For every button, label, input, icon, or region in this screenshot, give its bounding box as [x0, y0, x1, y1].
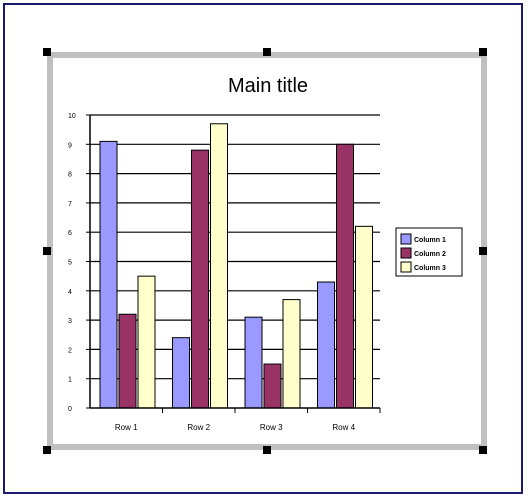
bar-row-1-column-3	[137, 275, 156, 409]
legend-label: Column 3	[414, 265, 446, 272]
y-tick-label: 2	[68, 347, 72, 354]
category-label: Row 1	[115, 423, 138, 432]
bar-row-3-column-3	[282, 299, 301, 409]
bar-row-4-column-2	[336, 143, 354, 409]
resize-handle-top-center[interactable]	[263, 48, 271, 56]
chart-title[interactable]: Main title	[228, 75, 308, 97]
resize-handle-top-right[interactable]	[479, 48, 487, 56]
y-tick-label: 0	[68, 406, 72, 413]
category-label: Row 3	[260, 423, 283, 432]
chart-bars	[99, 123, 373, 409]
y-tick-label: 5	[68, 260, 72, 267]
bar-row-4-column-3	[355, 225, 373, 409]
y-tick-label: 7	[68, 201, 72, 208]
y-tick-label: 4	[68, 289, 72, 296]
resize-handle-top-left[interactable]	[43, 48, 51, 56]
legend-swatch	[400, 247, 412, 259]
y-tick-label: 8	[68, 172, 72, 179]
chart-y-tick-labels: 0 1 2 3 4 5 6 7 8 9 10	[68, 113, 76, 413]
y-tick-label: 1	[68, 377, 72, 384]
bar-row-3-column-2	[263, 363, 282, 409]
bar-row-2-column-2	[191, 149, 209, 409]
bar-row-2-column-3	[210, 123, 228, 409]
legend-label: Column 2	[414, 251, 446, 258]
legend-label: Column 1	[414, 237, 446, 244]
resize-handle-middle-left[interactable]	[43, 247, 51, 255]
bar-row-3-column-1	[244, 316, 263, 409]
resize-handle-bottom-center[interactable]	[263, 446, 271, 454]
y-tick-label: 6	[68, 230, 72, 237]
chart-legend[interactable]: Column 1 Column 2 Column 3	[395, 227, 463, 277]
resize-handle-middle-right[interactable]	[479, 247, 487, 255]
legend-swatch	[400, 233, 412, 245]
legend-swatch	[400, 261, 412, 273]
chart-category-labels: Row 1 Row 2 Row 3 Row 4	[115, 423, 356, 432]
resize-handle-bottom-left[interactable]	[43, 446, 51, 454]
resize-handle-bottom-right[interactable]	[479, 446, 487, 454]
bar-row-2-column-1	[172, 337, 190, 409]
bar-row-1-column-1	[99, 140, 118, 409]
y-tick-label: 10	[68, 113, 76, 120]
chart-axes	[89, 115, 381, 413]
y-tick-label: 9	[68, 142, 72, 149]
y-tick-label: 3	[68, 318, 72, 325]
category-label: Row 2	[187, 423, 210, 432]
category-label: Row 4	[332, 423, 355, 432]
bar-row-1-column-2	[118, 313, 137, 409]
bar-row-4-column-1	[317, 281, 335, 409]
